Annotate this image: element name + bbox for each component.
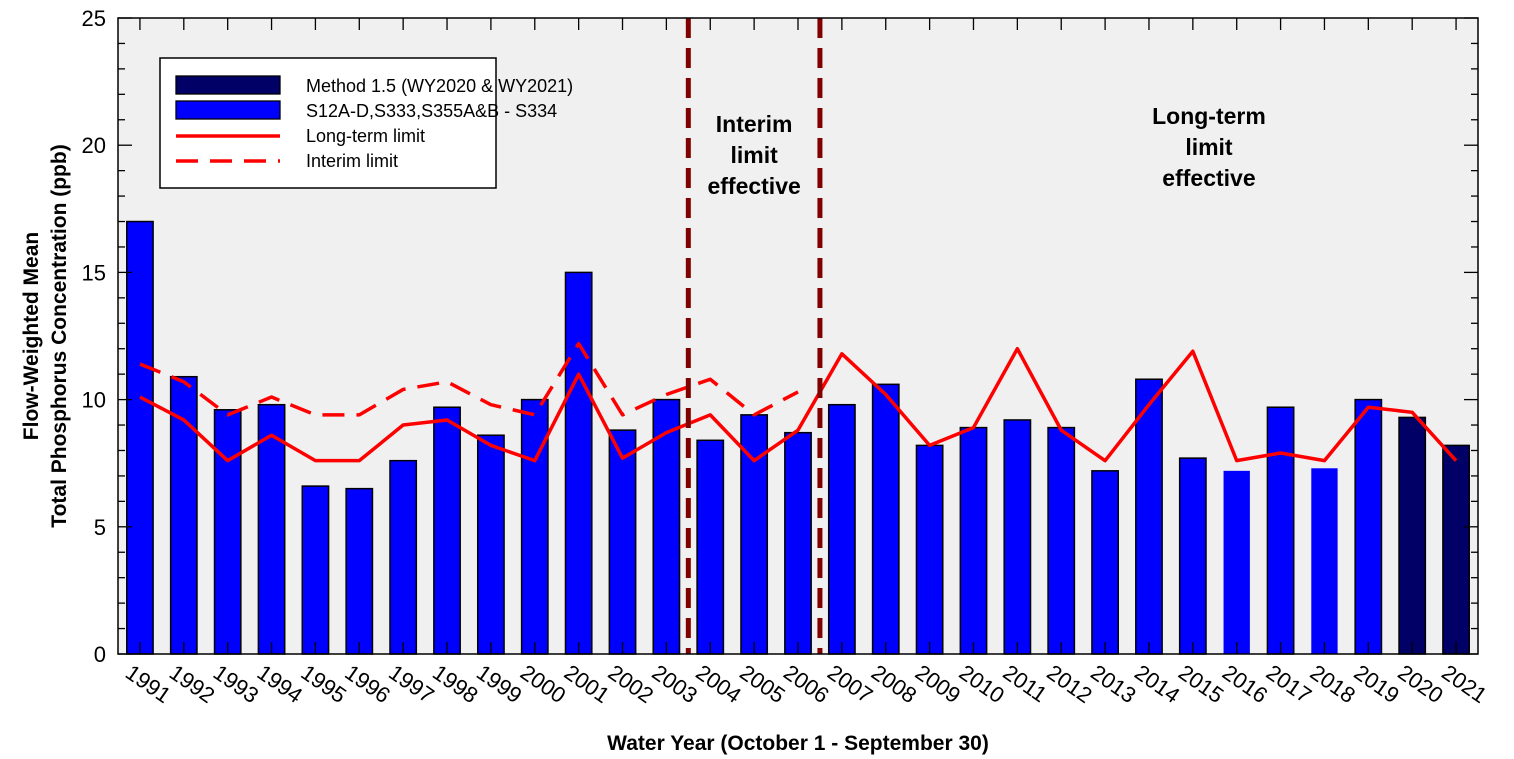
annotation-line: effective <box>1162 165 1255 191</box>
bar-1992 <box>169 375 198 655</box>
bar-2012 <box>1047 426 1076 655</box>
y-axis: 0 5 10 15 20 25 <box>82 6 1478 667</box>
bar-1995 <box>301 485 330 655</box>
y-axis-title-line2: Total Phosphorus Concentration (ppb) <box>48 144 71 527</box>
legend: Method 1.5 (WY2020 & WY2021) S12A-D,S333,… <box>159 57 573 189</box>
x-axis-title: Water Year (October 1 - September 30) <box>607 732 989 755</box>
x-tick-label-2009: 2009 <box>911 660 965 709</box>
annotation-line: Long-term <box>1152 103 1266 129</box>
legend-swatch-bar <box>175 100 281 120</box>
x-tick-label-2021: 2021 <box>1437 660 1491 709</box>
bar-2008 <box>871 383 900 655</box>
bar-2017 <box>1266 406 1295 655</box>
annotation-line: Interim <box>716 111 793 137</box>
bar-2006 <box>784 431 812 655</box>
x-tick-label-2010: 2010 <box>955 660 1009 709</box>
bar-1996 <box>345 487 374 655</box>
x-tick-label-2017: 2017 <box>1262 660 1316 709</box>
x-tick-label-1995: 1995 <box>297 660 351 709</box>
bar-2013 <box>1091 470 1120 655</box>
bar-2003 <box>652 398 681 655</box>
bars-layer <box>126 220 1470 655</box>
x-tick-label-1992: 1992 <box>165 660 219 709</box>
bar-2000 <box>520 398 549 655</box>
bar-2021 <box>1442 444 1470 655</box>
y-axis-title-line1: Flow-Weighted Mean <box>20 232 43 440</box>
x-tick-label-2020: 2020 <box>1393 660 1447 709</box>
x-tick-label-2012: 2012 <box>1042 660 1096 709</box>
x-tick-label-2013: 2013 <box>1086 660 1140 709</box>
bar-1998 <box>433 406 461 655</box>
bar-2015 <box>1178 457 1207 655</box>
bar-2011 <box>1003 419 1032 655</box>
bar-1993 <box>213 409 242 655</box>
bar-2002 <box>608 429 637 655</box>
x-tick-label-2004: 2004 <box>691 660 745 709</box>
x-tick-label-2005: 2005 <box>735 660 789 709</box>
x-tick-label-2000: 2000 <box>516 660 570 709</box>
bar-1997 <box>389 459 418 655</box>
x-tick-label-1998: 1998 <box>428 660 482 709</box>
x-tick-label-1999: 1999 <box>472 660 526 709</box>
legend-swatch-bar <box>175 75 281 95</box>
x-tick-label-2018: 2018 <box>1306 660 1360 709</box>
annotation-line: effective <box>707 173 800 199</box>
bar-2010 <box>959 426 988 655</box>
legend-label: Interim limit <box>306 151 398 171</box>
x-tick-label-1993: 1993 <box>209 660 263 709</box>
bar-1991 <box>126 220 154 655</box>
interim-limit-annotation: Interim limit effective <box>707 111 800 199</box>
long-term-limit-annotation: Long-term limit effective <box>1152 103 1266 191</box>
bar-2019 <box>1354 398 1383 655</box>
legend-label: Long-term limit <box>306 126 425 146</box>
y-tick-label: 20 <box>82 133 106 158</box>
bar-2020 <box>1398 416 1427 655</box>
bar-1999 <box>476 434 505 655</box>
lines-layer <box>139 341 1458 463</box>
x-tick-label-1991: 1991 <box>121 660 175 709</box>
bar-2001 <box>564 271 593 655</box>
x-tick-label-2002: 2002 <box>604 660 658 709</box>
bar-2014 <box>1135 378 1163 655</box>
y-tick-label: 0 <box>94 642 106 667</box>
x-tick-label-2001: 2001 <box>560 660 614 709</box>
annotation-line: limit <box>730 142 778 168</box>
y-tick-label: 5 <box>94 515 106 540</box>
x-tick-label-2014: 2014 <box>1130 660 1184 709</box>
long-term-limit-line <box>139 346 1458 463</box>
legend-label: S12A-D,S333,S355A&B - S334 <box>306 101 557 121</box>
bar-2016 <box>1223 470 1250 654</box>
annotations-layer: Interim limit effective Long-term limit effec… <box>707 103 1265 199</box>
x-tick-label-2011: 2011 <box>998 660 1051 708</box>
x-tick-label-2015: 2015 <box>1174 660 1228 709</box>
x-tick-label-1994: 1994 <box>253 660 307 709</box>
x-tick-label-2007: 2007 <box>823 660 877 709</box>
x-tick-label-2006: 2006 <box>779 660 833 709</box>
x-tick-label-2008: 2008 <box>867 660 921 709</box>
x-tick-label-1996: 1996 <box>340 660 394 709</box>
bar-2004 <box>696 439 725 655</box>
bar-2018 <box>1311 468 1338 654</box>
y-tick-label: 25 <box>82 6 106 31</box>
annotation-line: limit <box>1185 134 1233 160</box>
x-tick-label-2016: 2016 <box>1218 660 1272 709</box>
interim-limit-line <box>139 341 799 417</box>
bar-2007 <box>827 403 856 655</box>
bar-2009 <box>915 444 944 655</box>
x-tick-label-1997: 1997 <box>384 660 438 709</box>
x-tick-label-2019: 2019 <box>1349 660 1403 709</box>
y-tick-label: 10 <box>82 388 106 413</box>
reference-lines-layer <box>685 18 823 654</box>
x-tick-label-2003: 2003 <box>648 660 702 709</box>
y-tick-label: 15 <box>82 260 106 285</box>
legend-label: Method 1.5 (WY2020 & WY2021) <box>306 76 573 96</box>
